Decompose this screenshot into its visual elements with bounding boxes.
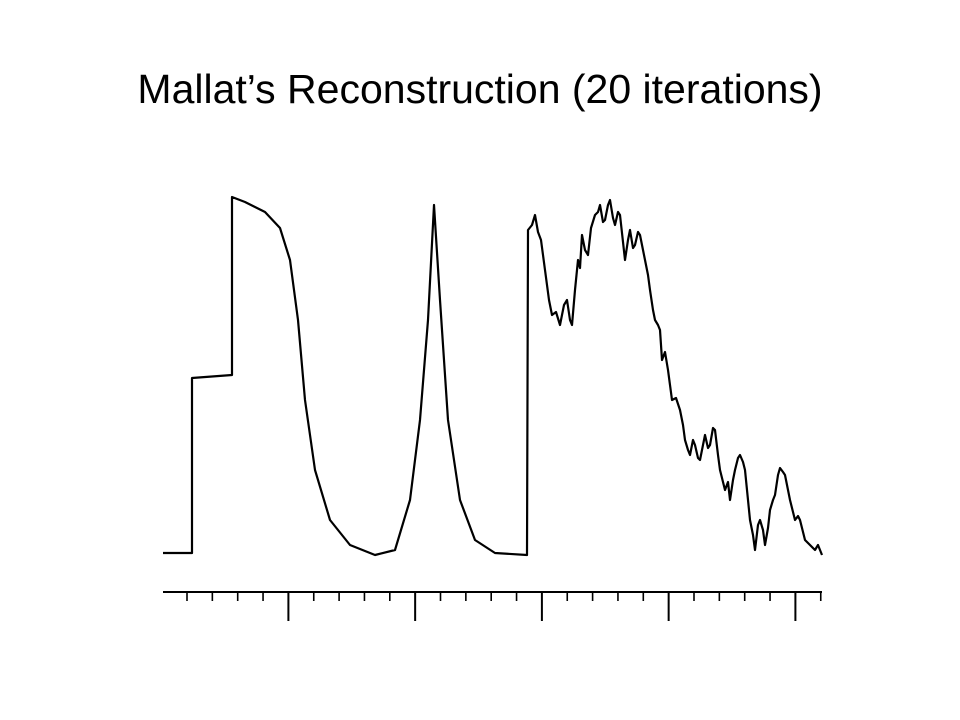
axis-ticks (186, 592, 822, 621)
waveform (163, 195, 824, 557)
slide-title: Mallat’s Reconstruction (20 iterations) (137, 66, 823, 112)
